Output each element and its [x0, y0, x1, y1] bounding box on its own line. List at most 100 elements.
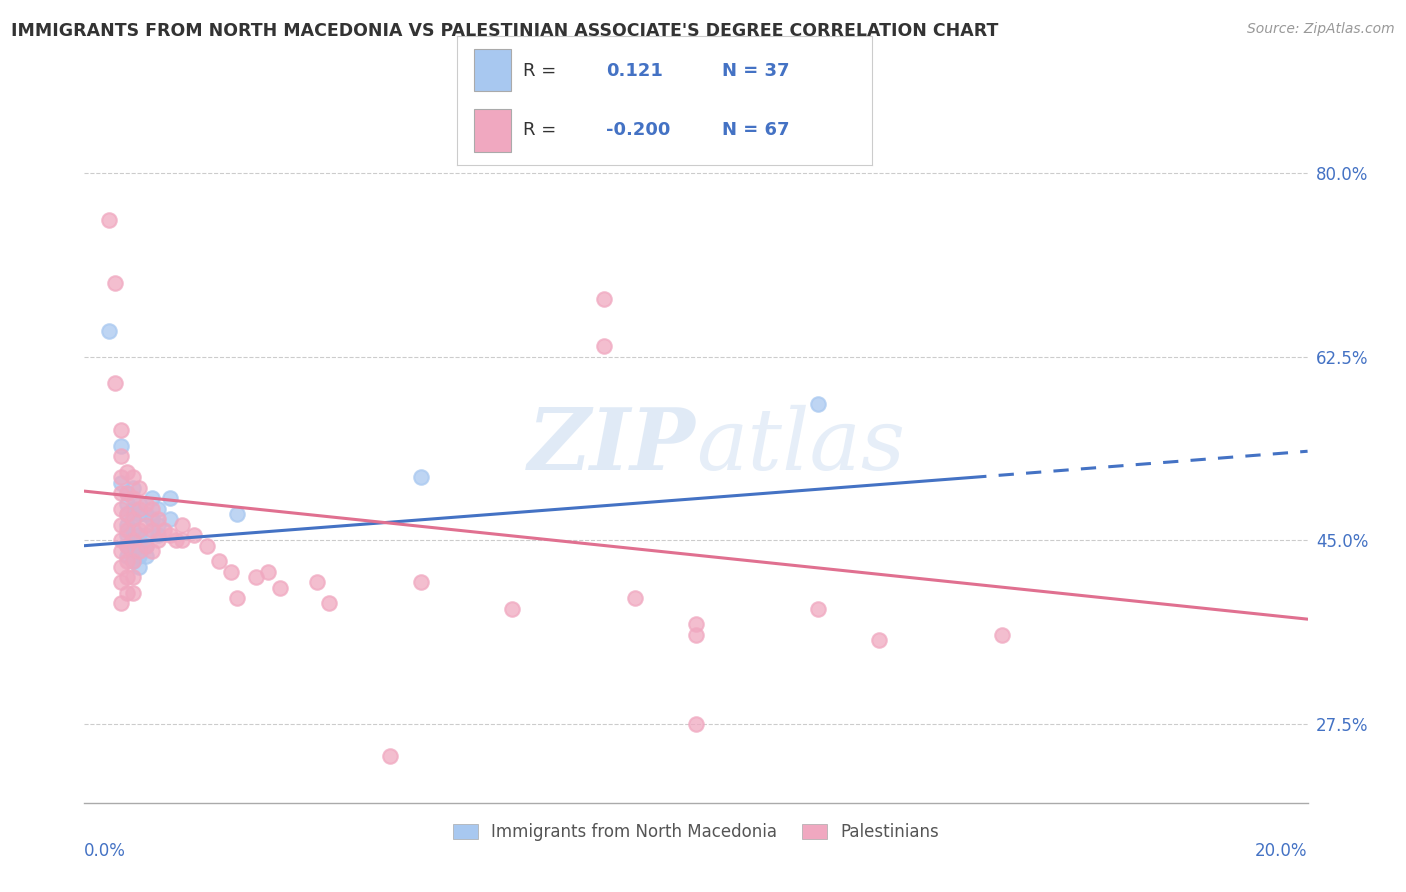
Point: [219, 565, 242, 579]
Point: [135, 539, 157, 553]
Point: [115, 486, 138, 500]
Point: [159, 491, 181, 506]
Point: [104, 376, 127, 390]
Text: atlas: atlas: [696, 405, 905, 487]
Point: [165, 533, 187, 548]
Point: [141, 523, 163, 537]
Point: [115, 497, 138, 511]
Point: [593, 292, 616, 306]
Point: [135, 539, 157, 553]
Point: [128, 544, 150, 558]
Point: [141, 544, 163, 558]
Point: [807, 601, 830, 615]
Point: [257, 565, 280, 579]
Point: [593, 339, 616, 353]
Point: [409, 575, 432, 590]
Point: [685, 628, 707, 642]
Point: [97, 324, 120, 338]
Point: [146, 502, 169, 516]
Point: [135, 507, 157, 521]
Point: [110, 475, 132, 490]
Point: [685, 717, 707, 731]
Point: [141, 512, 163, 526]
Point: [110, 450, 132, 464]
Point: [128, 481, 150, 495]
FancyBboxPatch shape: [474, 110, 510, 153]
Text: 0.0%: 0.0%: [84, 842, 127, 860]
Point: [115, 517, 138, 532]
FancyBboxPatch shape: [474, 49, 510, 91]
Point: [128, 523, 150, 537]
Point: [122, 502, 145, 516]
Point: [122, 554, 145, 568]
Point: [685, 617, 707, 632]
Point: [122, 570, 145, 584]
Point: [141, 491, 163, 506]
Point: [409, 470, 432, 484]
Point: [110, 596, 132, 610]
Point: [146, 528, 169, 542]
Point: [115, 539, 138, 553]
Point: [318, 596, 340, 610]
Point: [183, 528, 205, 542]
Point: [122, 554, 145, 568]
Text: R =: R =: [523, 121, 557, 139]
Point: [305, 575, 328, 590]
Point: [135, 528, 157, 542]
Point: [141, 502, 163, 516]
Point: [122, 544, 145, 558]
Point: [110, 439, 132, 453]
Point: [153, 523, 176, 537]
Point: [110, 517, 132, 532]
Point: [115, 465, 138, 479]
Point: [110, 423, 132, 437]
Text: -0.200: -0.200: [606, 121, 671, 139]
Point: [128, 497, 150, 511]
Point: [110, 559, 132, 574]
Text: IMMIGRANTS FROM NORTH MACEDONIA VS PALESTINIAN ASSOCIATE'S DEGREE CORRELATION CH: IMMIGRANTS FROM NORTH MACEDONIA VS PALES…: [11, 22, 998, 40]
Text: N = 37: N = 37: [723, 62, 790, 79]
Point: [122, 523, 145, 537]
Point: [159, 528, 181, 542]
Point: [991, 628, 1014, 642]
Point: [807, 397, 830, 411]
Point: [245, 570, 267, 584]
Point: [115, 507, 138, 521]
Point: [624, 591, 647, 606]
Point: [122, 533, 145, 548]
Point: [110, 533, 132, 548]
Point: [122, 491, 145, 506]
Text: N = 67: N = 67: [723, 121, 790, 139]
Point: [146, 533, 169, 548]
Point: [195, 539, 218, 553]
Point: [128, 528, 150, 542]
Point: [146, 512, 169, 526]
Point: [110, 575, 132, 590]
Point: [128, 559, 150, 574]
Point: [208, 554, 231, 568]
Point: [869, 633, 891, 648]
Point: [115, 586, 138, 600]
Point: [128, 507, 150, 521]
Point: [110, 502, 132, 516]
Point: [122, 533, 145, 548]
Point: [97, 213, 120, 227]
Point: [128, 549, 150, 564]
Point: [135, 517, 157, 532]
Point: [110, 486, 132, 500]
Point: [135, 497, 157, 511]
Point: [128, 539, 150, 553]
Text: Source: ZipAtlas.com: Source: ZipAtlas.com: [1247, 22, 1395, 37]
Text: ZIP: ZIP: [529, 404, 696, 488]
Text: 20.0%: 20.0%: [1256, 842, 1308, 860]
Point: [122, 481, 145, 495]
Point: [226, 591, 249, 606]
Point: [115, 539, 138, 553]
Point: [380, 748, 402, 763]
Point: [269, 581, 291, 595]
Point: [115, 523, 138, 537]
Point: [110, 544, 132, 558]
Point: [135, 549, 157, 564]
Point: [122, 512, 145, 526]
Point: [146, 517, 169, 532]
